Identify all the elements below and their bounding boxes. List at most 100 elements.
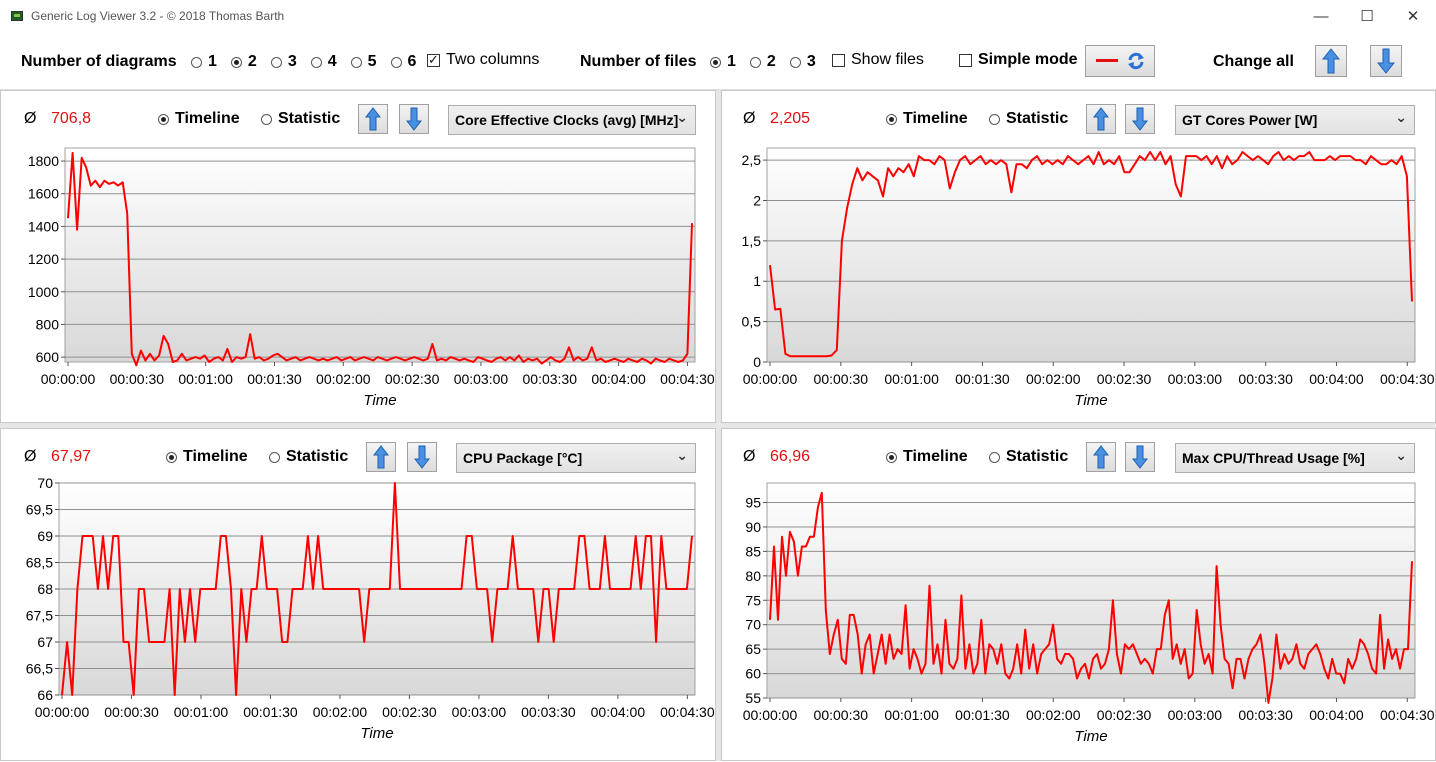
arrow-down-icon: [1132, 107, 1148, 131]
x-tick-label: 00:04:30: [660, 371, 715, 387]
statistic-option[interactable]: Statistic: [989, 448, 1068, 466]
x-tick-label: 00:00:30: [814, 707, 869, 723]
num-files-label: Number of files: [580, 53, 697, 70]
two-columns-checkbox[interactable]: [427, 52, 440, 68]
minimize-button[interactable]: —: [1313, 7, 1329, 25]
sensor-select[interactable]: Max CPU/Thread Usage [%] ⌄: [1175, 443, 1415, 473]
statistic-radio[interactable]: [989, 451, 1000, 463]
two-columns-toggle[interactable]: Two columns: [427, 48, 539, 72]
line-chart: 66 66,5 67 67,5 68 68,5 69 69,5 70 00:00:00 00:00:…: [26, 475, 715, 742]
series-line: [67, 151, 693, 367]
diagram-count-radio-3[interactable]: [270, 56, 282, 68]
timeline-radio[interactable]: [886, 113, 897, 125]
change-all-up-button[interactable]: [1315, 45, 1347, 77]
arrow-down-icon: [414, 445, 430, 469]
line-chart: 0 0,5 1 1,5 2 2,5 00:00:00 00:00:30 00:01:00 00:0…: [742, 147, 1435, 409]
move-down-button[interactable]: [1125, 104, 1155, 134]
y-tick-label: 0,5: [742, 314, 762, 330]
sensor-select[interactable]: GT Cores Power [W] ⌄: [1175, 105, 1415, 135]
x-tick-label: 00:03:00: [1168, 707, 1223, 723]
diagram-panel: Ø 67,97 Timeline Statistic CPU Package [°C] ⌄…: [0, 428, 716, 761]
line-chart: 600 800 1000 1200 1400 1600 1800 00:00:00 00:00:…: [28, 147, 715, 409]
move-down-button[interactable]: [1125, 442, 1155, 472]
show-files-checkbox[interactable]: [832, 53, 845, 67]
x-tick-label: 00:01:30: [243, 704, 298, 720]
file-count-option-2[interactable]: 2: [749, 53, 776, 71]
diagram-count-option-3[interactable]: 3: [270, 53, 297, 71]
y-tick-label: 1: [753, 273, 761, 289]
y-tick-label: 2: [753, 192, 761, 208]
y-tick-label: 1200: [28, 251, 59, 267]
timeline-option[interactable]: Timeline: [886, 110, 968, 128]
show-files-toggle[interactable]: Show files: [832, 48, 924, 72]
diagram-count-radio-1[interactable]: [191, 56, 202, 68]
statistic-radio[interactable]: [269, 451, 280, 463]
diagram-panel: Ø 706,8 Timeline Statistic Core Effective Cl…: [0, 90, 716, 423]
diagram-count-radio-6[interactable]: [390, 56, 402, 68]
timeline-radio[interactable]: [886, 451, 897, 463]
move-up-button[interactable]: [1086, 442, 1116, 472]
statistic-option[interactable]: Statistic: [269, 448, 348, 466]
maximize-button[interactable]: ☐: [1360, 8, 1374, 25]
simple-mode-checkbox[interactable]: [959, 53, 972, 67]
timeline-option[interactable]: Timeline: [158, 110, 240, 128]
diagram-count-radio-5[interactable]: [350, 56, 362, 68]
x-tick-label: 00:03:00: [452, 704, 507, 720]
y-tick-label: 600: [36, 349, 60, 365]
app-icon: [11, 11, 23, 21]
diagram-count-option-1[interactable]: 1: [191, 53, 217, 71]
file-count-radio-group: 1 2 3: [710, 50, 830, 74]
x-tick-label: 00:03:30: [523, 371, 578, 387]
y-tick-label: 90: [745, 519, 761, 535]
file-count-radio-2[interactable]: [749, 56, 761, 68]
timeline-radio[interactable]: [158, 113, 169, 125]
statistic-label: Statistic: [278, 110, 341, 127]
show-files-label: Show files: [851, 51, 924, 68]
line-color-button[interactable]: [1085, 45, 1155, 77]
statistic-option[interactable]: Statistic: [989, 110, 1068, 128]
close-button[interactable]: ✕: [1406, 8, 1420, 25]
diagram-count-radio-2[interactable]: [230, 56, 242, 68]
x-tick-label: 00:04:00: [591, 371, 646, 387]
y-tick-label: 67,5: [26, 608, 53, 624]
x-tick-label: 00:01:30: [247, 371, 302, 387]
sensor-select[interactable]: Core Effective Clocks (avg) [MHz] ⌄: [448, 105, 696, 135]
file-count-option-1[interactable]: 1: [710, 53, 736, 71]
diagram-count-radio-4[interactable]: [310, 56, 322, 68]
statistic-option[interactable]: Statistic: [261, 110, 340, 128]
move-up-button[interactable]: [366, 442, 396, 472]
statistic-radio[interactable]: [989, 113, 1000, 125]
diagram-count-option-4[interactable]: 4: [310, 53, 337, 71]
diagram-count-option-2[interactable]: 2: [230, 53, 257, 71]
file-count-option-label: 1: [727, 53, 736, 70]
y-tick-label: 800: [36, 316, 60, 332]
file-count-radio-3[interactable]: [789, 56, 801, 68]
title-bar: Generic Log Viewer 3.2 - © 2018 Thomas B…: [0, 0, 1436, 32]
move-down-button[interactable]: [399, 104, 429, 134]
statistic-radio[interactable]: [261, 113, 272, 125]
move-down-button[interactable]: [407, 442, 437, 472]
change-all-down-button[interactable]: [1370, 45, 1402, 77]
move-up-button[interactable]: [1086, 104, 1116, 134]
average-value: 67,97: [51, 448, 92, 465]
row-splitter[interactable]: [0, 423, 1436, 428]
file-count-option-3[interactable]: 3: [789, 53, 816, 71]
diagram-count-radio-group: 1 2 3 4 5 6: [191, 50, 430, 74]
simple-mode-toggle[interactable]: Simple mode: [959, 48, 1078, 72]
x-tick-label: 00:01:00: [174, 704, 229, 720]
timeline-label: Timeline: [903, 448, 968, 465]
move-up-button[interactable]: [358, 104, 388, 134]
arrow-up-icon: [1093, 107, 1109, 131]
x-tick-label: 00:03:00: [1168, 371, 1223, 387]
x-tick-label: 00:01:00: [884, 707, 939, 723]
arrow-up-icon: [365, 107, 381, 131]
diagram-count-option-label: 3: [287, 53, 297, 70]
diagram-count-option-5[interactable]: 5: [350, 53, 377, 71]
diagram-count-option-6[interactable]: 6: [390, 53, 416, 71]
timeline-radio[interactable]: [166, 451, 177, 463]
timeline-option[interactable]: Timeline: [166, 448, 248, 466]
file-count-radio-1[interactable]: [710, 56, 721, 68]
timeline-option[interactable]: Timeline: [886, 448, 968, 466]
x-tick-label: 00:00:00: [743, 707, 798, 723]
sensor-select[interactable]: CPU Package [°C] ⌄: [456, 443, 696, 473]
